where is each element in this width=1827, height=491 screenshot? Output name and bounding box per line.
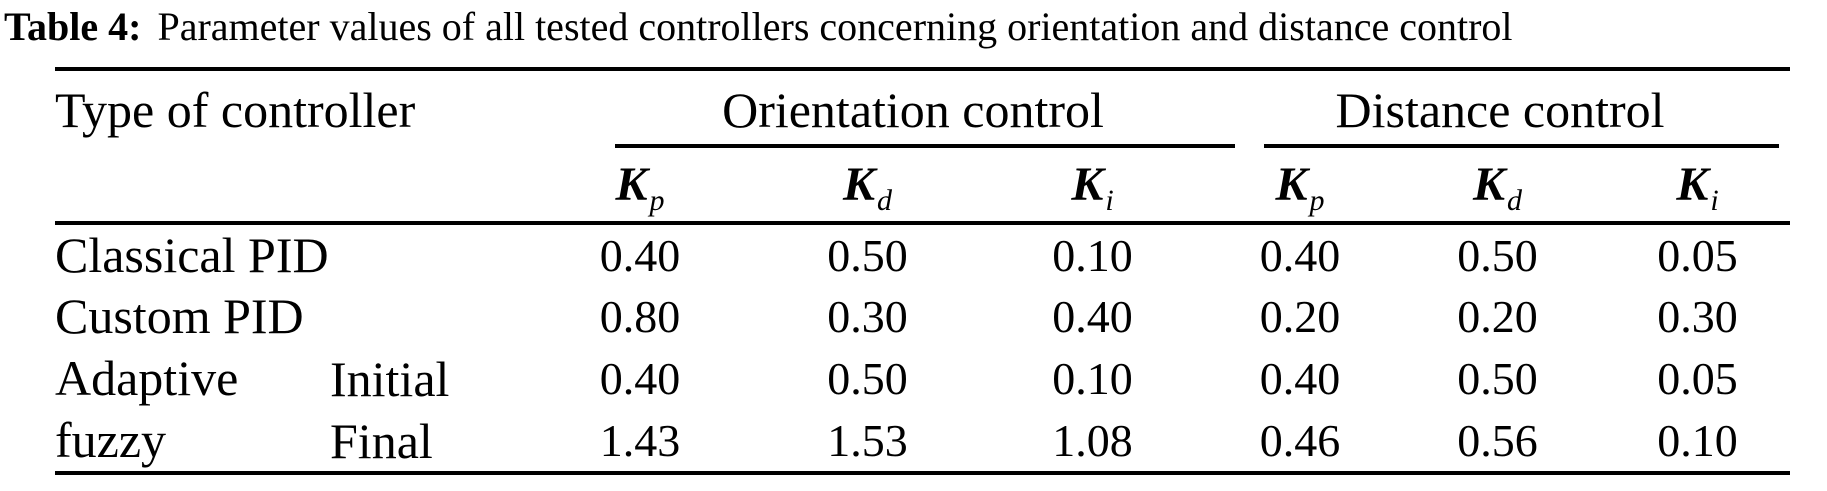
cell-value: 0.56 xyxy=(1457,415,1538,466)
subheader-orientation-kd: Kd xyxy=(760,148,976,225)
adaptive-fuzzy-line-1: Adaptive xyxy=(55,350,239,406)
cell-value: 0.40 xyxy=(1259,229,1341,281)
kp-symbol: K xyxy=(1275,158,1308,211)
subheader-orientation-kp: Kp xyxy=(520,148,761,225)
cell-value: 0.05 xyxy=(1657,353,1738,404)
kp-symbol: K xyxy=(615,158,648,211)
cell-value: 0.40 xyxy=(1259,353,1341,404)
kd-symbol: K xyxy=(843,158,876,211)
column-header-type-of-controller: Type of controller xyxy=(55,81,416,138)
table-row-classical-pid: Classical PID 0.40 0.50 0.10 0.40 0.50 0… xyxy=(55,223,1790,285)
subheader-distance-ki: Ki xyxy=(1605,148,1791,225)
cell-value: 0.10 xyxy=(1657,415,1738,466)
subheader-distance-kd: Kd xyxy=(1390,148,1606,225)
group-header-orientation-control: Orientation control xyxy=(520,69,1236,148)
cell-value: 0.30 xyxy=(1657,290,1738,342)
cell-value: 0.50 xyxy=(827,353,908,404)
cell-controller-type: Classical PID xyxy=(55,227,329,283)
cell-value: 0.80 xyxy=(599,290,681,342)
cell-value: 0.50 xyxy=(1457,229,1538,281)
kd-symbol: K xyxy=(1473,158,1506,211)
table-row-custom-pid: Custom PID 0.80 0.30 0.40 0.20 0.20 0.30 xyxy=(55,285,1790,347)
kd-subscript: d xyxy=(1507,183,1523,217)
kd-subscript: d xyxy=(877,183,893,217)
cell-value: 1.08 xyxy=(1052,415,1133,466)
cell-controller-type-adaptive-fuzzy: Adaptive fuzzy xyxy=(55,347,330,473)
cell-controller-type: Custom PID xyxy=(55,288,304,344)
kp-subscript: p xyxy=(649,183,665,217)
cell-value: 0.30 xyxy=(827,290,908,342)
cell-value: 0.40 xyxy=(1052,290,1133,342)
cell-value: 0.20 xyxy=(1259,290,1341,342)
adaptive-fuzzy-line-2: fuzzy xyxy=(55,412,167,468)
subheader-empty-cell xyxy=(55,148,521,225)
cell-value: 0.40 xyxy=(599,353,681,404)
parameters-table: Type of controller Orientation control D… xyxy=(55,67,1791,475)
paper-table-figure: Table 4: Parameter values of all tested c… xyxy=(0,2,1827,475)
cell-value: 0.20 xyxy=(1457,290,1538,342)
cell-value: 0.46 xyxy=(1259,415,1341,466)
ki-subscript: i xyxy=(1710,183,1719,217)
orientation-group-rule xyxy=(615,144,1236,148)
cell-value: 0.10 xyxy=(1052,229,1133,281)
ki-subscript: i xyxy=(1105,183,1114,217)
table-header-group-row: Type of controller Orientation control D… xyxy=(55,69,1790,148)
group-header-orientation-label: Orientation control xyxy=(722,81,1104,138)
cell-value: 0.50 xyxy=(827,229,908,281)
cell-variant-empty xyxy=(330,285,520,347)
table-row-adaptive-fuzzy-final: Final 1.43 1.53 1.08 0.46 0.56 0.10 xyxy=(55,410,1790,473)
cell-value: 0.10 xyxy=(1052,353,1133,404)
cell-value: 0.50 xyxy=(1457,353,1538,404)
subheader-distance-kp: Kp xyxy=(1210,148,1391,225)
table-row-adaptive-fuzzy-initial: Adaptive fuzzy Initial 0.40 0.50 0.10 0.… xyxy=(55,347,1790,468)
table-caption-number: Table 4: xyxy=(4,4,142,49)
distance-group-rule xyxy=(1264,144,1780,148)
cell-value: 0.40 xyxy=(599,229,681,281)
table-caption-text: Parameter values of all tested controlle… xyxy=(157,4,1513,49)
ki-symbol: K xyxy=(1071,158,1104,211)
cell-value: 1.53 xyxy=(827,415,908,466)
cell-variant-initial: Initial xyxy=(330,350,450,407)
group-header-distance-control: Distance control xyxy=(1210,69,1790,148)
cell-variant-final: Final xyxy=(330,412,433,469)
cell-variant-empty xyxy=(330,223,520,285)
table-caption: Table 4: Parameter values of all tested c… xyxy=(4,2,1827,52)
table-subheader-row: Kp Kd Ki Kp Kd Ki xyxy=(55,148,1791,225)
cell-value: 1.43 xyxy=(599,415,681,466)
kp-subscript: p xyxy=(1309,183,1325,217)
ki-symbol: K xyxy=(1676,158,1709,211)
group-header-distance-label: Distance control xyxy=(1335,81,1665,138)
subheader-orientation-ki: Ki xyxy=(975,148,1211,225)
cell-value: 0.05 xyxy=(1657,229,1738,281)
